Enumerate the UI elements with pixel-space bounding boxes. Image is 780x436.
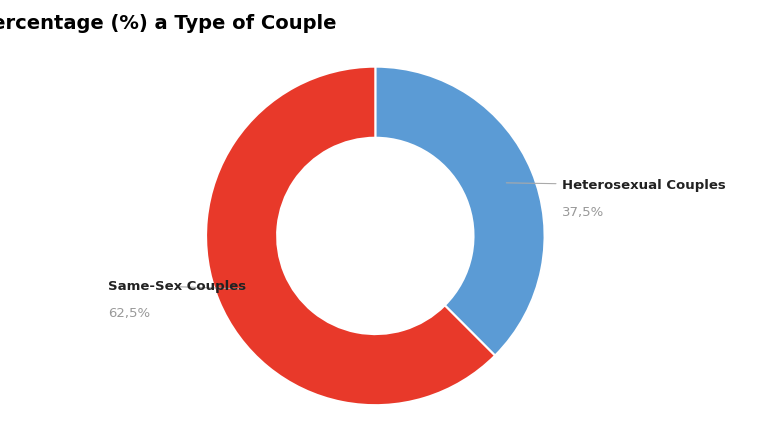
Wedge shape <box>375 67 544 356</box>
Text: Percentage (%) a Type of Couple: Percentage (%) a Type of Couple <box>0 14 336 33</box>
Text: Heterosexual Couples: Heterosexual Couples <box>506 179 725 192</box>
Text: 62,5%: 62,5% <box>108 307 150 320</box>
Text: Same-Sex Couples: Same-Sex Couples <box>108 280 246 293</box>
Text: 37,5%: 37,5% <box>562 206 604 219</box>
Wedge shape <box>206 67 495 405</box>
